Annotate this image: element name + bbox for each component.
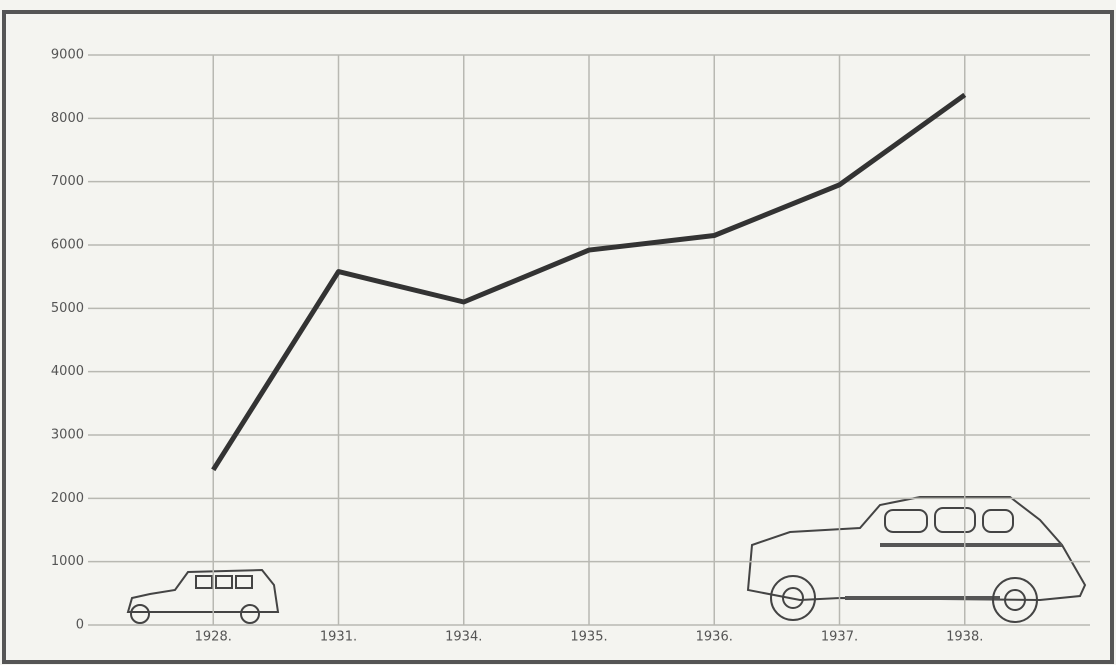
y-tick-label: 9000 xyxy=(51,48,84,63)
y-tick-label: 6000 xyxy=(51,238,84,253)
y-tick-label: 7000 xyxy=(51,174,84,189)
x-tick-label: 1928. xyxy=(195,630,232,645)
frame xyxy=(2,10,1114,664)
small-car-illustration xyxy=(126,568,280,624)
large-car-illustration xyxy=(746,496,1087,623)
y-tick-label: 3000 xyxy=(51,428,84,443)
x-tick-label: 1936. xyxy=(696,630,733,645)
x-tick-label: 1938. xyxy=(946,630,983,645)
y-tick-label: 4000 xyxy=(51,364,84,379)
x-tick-label: 1935. xyxy=(570,630,607,645)
y-tick-label: 5000 xyxy=(51,301,84,316)
x-tick-label: 1937. xyxy=(821,630,858,645)
data-line xyxy=(211,92,967,472)
x-tick-label: 1934. xyxy=(445,630,482,645)
y-tick-label: 0 xyxy=(76,618,84,633)
y-tick-label: 2000 xyxy=(51,491,84,506)
y-tick-label: 8000 xyxy=(51,111,84,126)
y-tick-label: 1000 xyxy=(51,554,84,569)
x-tick-label: 1931. xyxy=(320,630,357,645)
